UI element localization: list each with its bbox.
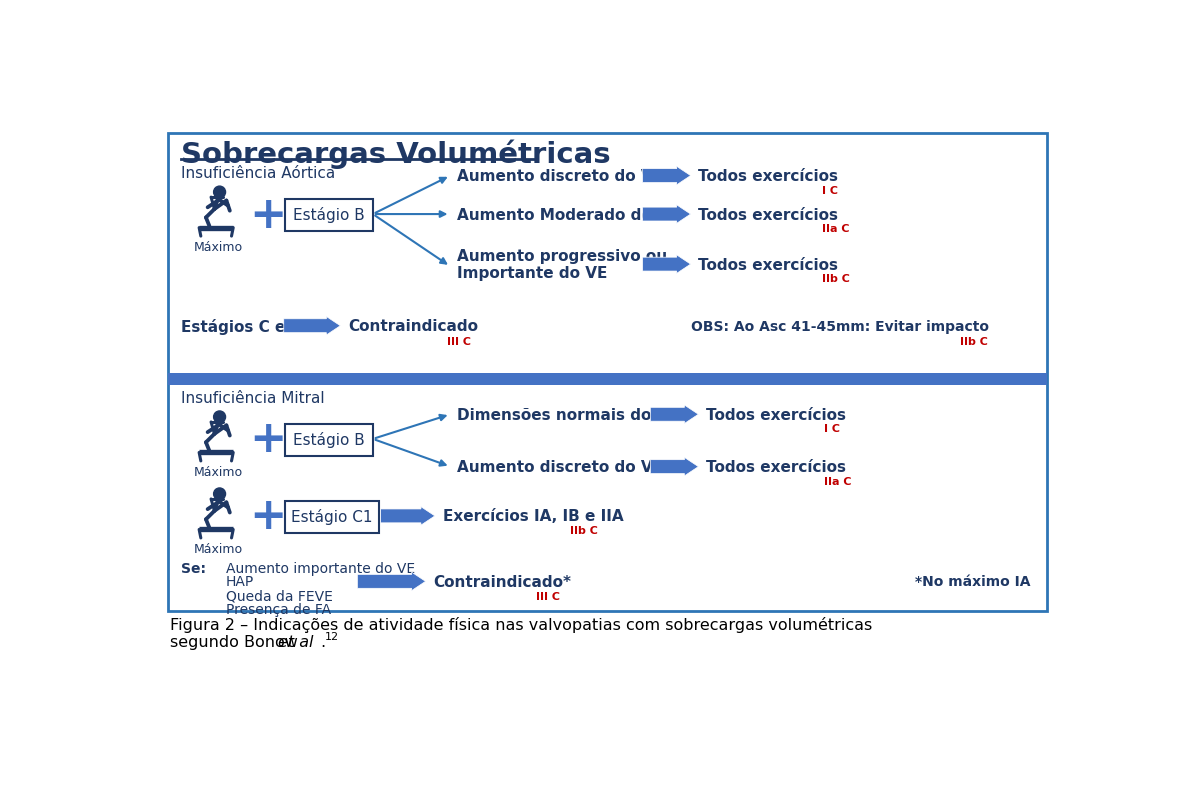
Text: Aumento progressivo ou: Aumento progressivo ou	[456, 249, 667, 264]
Text: 12: 12	[325, 632, 339, 642]
Text: Dimensões normais do VE: Dimensões normais do VE	[456, 407, 678, 422]
Text: III C: III C	[447, 336, 472, 346]
Text: Contraindicado*: Contraindicado*	[434, 574, 571, 589]
Text: IIb C: IIb C	[570, 525, 598, 536]
Text: segundo Bonow: segundo Bonow	[169, 634, 303, 650]
Text: Máximo: Máximo	[193, 466, 243, 479]
Text: Figura 2 – Indicações de atividade física nas valvopatias com sobrecargas volumé: Figura 2 – Indicações de atividade físic…	[169, 616, 872, 632]
Text: Máximo: Máximo	[193, 241, 243, 254]
Text: et al: et al	[278, 634, 314, 650]
Text: HAP: HAP	[225, 575, 254, 589]
FancyBboxPatch shape	[284, 501, 379, 533]
Text: Estágio C1: Estágio C1	[292, 508, 372, 524]
FancyArrow shape	[642, 167, 691, 185]
Text: Todos exercícios: Todos exercícios	[698, 257, 838, 272]
Text: IIa C: IIa C	[822, 224, 850, 234]
Text: Se:: Se:	[180, 560, 206, 575]
Text: Estágio B: Estágio B	[293, 207, 365, 222]
Text: +: +	[250, 194, 287, 236]
Text: Importante do VE: Importante do VE	[456, 266, 607, 281]
Text: Insuficiência Mitral: Insuficiência Mitral	[180, 390, 325, 406]
Text: Exercícios IA, IB e IIA: Exercícios IA, IB e IIA	[443, 509, 623, 524]
FancyArrow shape	[380, 507, 435, 525]
Bar	[167, 373, 1048, 385]
Circle shape	[213, 187, 225, 198]
FancyArrow shape	[642, 206, 691, 224]
FancyArrow shape	[651, 406, 698, 424]
Text: III C: III C	[536, 591, 559, 601]
Text: .: .	[320, 634, 326, 650]
FancyBboxPatch shape	[284, 199, 373, 232]
Text: Todos exercícios: Todos exercícios	[698, 207, 838, 222]
FancyBboxPatch shape	[167, 134, 1048, 611]
Text: Estágios C e D: Estágios C e D	[180, 318, 303, 334]
Text: +: +	[250, 495, 287, 538]
Text: Contraindicado: Contraindicado	[348, 319, 478, 334]
Text: Aumento Moderado do VE: Aumento Moderado do VE	[456, 207, 679, 222]
Text: OBS: Ao Asc 41-45mm: Evitar impacto: OBS: Ao Asc 41-45mm: Evitar impacto	[691, 320, 988, 333]
Text: +: +	[250, 418, 287, 461]
Text: Todos exercícios: Todos exercícios	[698, 169, 838, 184]
Text: Insuficiência Aórtica: Insuficiência Aórtica	[180, 165, 335, 181]
Text: IIb C: IIb C	[960, 336, 988, 346]
FancyArrow shape	[651, 458, 698, 476]
Text: Aumento discreto do VE: Aumento discreto do VE	[456, 169, 662, 184]
Circle shape	[213, 411, 225, 423]
FancyArrow shape	[358, 573, 425, 591]
Text: I C: I C	[822, 185, 838, 196]
Text: Presença de FA: Presença de FA	[225, 602, 331, 617]
Text: Máximo: Máximo	[193, 542, 243, 556]
Text: Queda da FEVE: Queda da FEVE	[225, 589, 333, 602]
Text: Aumento discreto do VE: Aumento discreto do VE	[456, 459, 662, 475]
Circle shape	[213, 488, 225, 500]
Text: IIb C: IIb C	[822, 274, 851, 284]
Text: Sobrecargas Volumétricas: Sobrecargas Volumétricas	[180, 140, 610, 169]
Text: Aumento importante do VE: Aumento importante do VE	[225, 560, 415, 575]
Text: Estágio B: Estágio B	[293, 431, 365, 447]
Text: I C: I C	[824, 424, 840, 434]
Text: IIa C: IIa C	[824, 476, 852, 487]
Text: Todos exercícios: Todos exercícios	[706, 459, 846, 475]
FancyArrow shape	[283, 317, 340, 336]
Text: *No máximo IA: *No máximo IA	[915, 575, 1031, 589]
FancyBboxPatch shape	[284, 424, 373, 456]
FancyArrow shape	[642, 255, 691, 274]
Text: Todos exercícios: Todos exercícios	[706, 407, 846, 422]
